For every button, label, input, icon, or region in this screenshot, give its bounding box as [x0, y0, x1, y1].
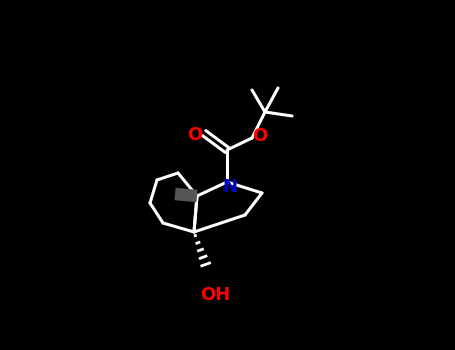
Text: OH: OH: [200, 286, 230, 304]
Text: O: O: [187, 126, 202, 144]
Text: O: O: [253, 127, 268, 145]
Text: N: N: [222, 178, 238, 196]
